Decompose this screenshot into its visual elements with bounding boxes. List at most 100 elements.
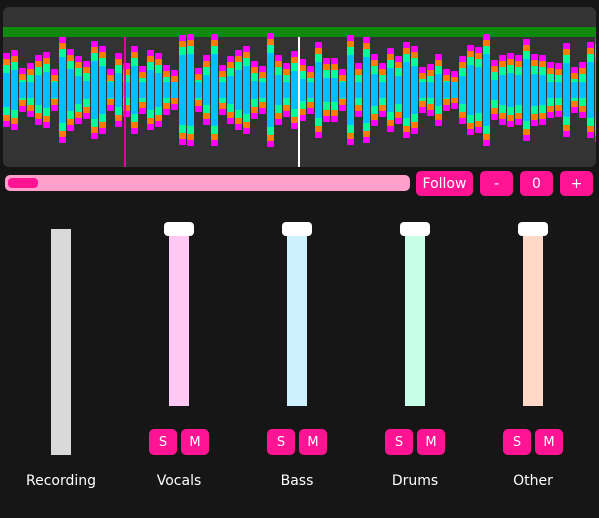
waveform-bar [139, 82, 146, 98]
vocals-fader-thumb[interactable] [164, 222, 194, 236]
other-solo-button[interactable]: S [503, 429, 531, 455]
offset-plus-button[interactable]: + [560, 171, 593, 196]
bass-fader-track[interactable] [287, 236, 307, 406]
waveform-bar [275, 75, 282, 105]
follow-button[interactable]: Follow [416, 171, 473, 196]
playhead[interactable] [298, 37, 300, 167]
waveform-bar [475, 67, 482, 113]
waveform-bar [195, 82, 202, 98]
waveform-bar [595, 58, 596, 122]
waveform-bar [227, 76, 234, 104]
vocals-solo-button[interactable]: S [149, 429, 177, 455]
waveform-bar [35, 75, 42, 105]
other-mute-button[interactable]: M [535, 429, 563, 455]
other-fader-thumb[interactable] [518, 222, 548, 236]
waveform-bar [307, 82, 314, 98]
waveform-bar [323, 78, 330, 102]
waveform-bar [379, 82, 386, 98]
other-fader-track[interactable] [523, 236, 543, 406]
recording-label: Recording [25, 473, 97, 489]
drums-label: Drums [391, 473, 439, 489]
waveform-bar [339, 82, 346, 98]
waveform-bar [211, 54, 218, 126]
waveform-bar [19, 82, 26, 98]
vocals-fader-track[interactable] [169, 236, 189, 406]
waveform-bar [523, 59, 530, 121]
drums-fader-thumb[interactable] [400, 222, 430, 236]
waveform-bar [547, 82, 554, 98]
loop-marker[interactable] [124, 37, 126, 167]
waveform-bar [219, 82, 226, 98]
waveform-bar [371, 74, 378, 106]
waveform-bar [83, 81, 90, 99]
waveform-bar [59, 57, 66, 123]
waveform-bar [115, 73, 122, 107]
waveform-bar [587, 62, 594, 118]
waveform-bar [3, 73, 10, 107]
waveform-bar [459, 76, 466, 104]
offset-value: 0 [520, 171, 553, 196]
waveform-bar [99, 66, 106, 114]
waveform-bar [571, 82, 578, 98]
waveform-bar [403, 62, 410, 118]
waveform-bar [443, 82, 450, 98]
waveform-bar [179, 55, 186, 125]
progress-slider[interactable] [5, 175, 410, 191]
offset-minus-button[interactable]: - [480, 171, 513, 196]
bass-label: Bass [280, 473, 314, 489]
waveform-bar [235, 70, 242, 110]
waveform-bar [363, 57, 370, 123]
other-label: Other [513, 473, 553, 489]
progress-thumb[interactable] [8, 178, 38, 188]
drums-solo-button[interactable]: S [385, 429, 413, 455]
waveform-bar [267, 53, 274, 127]
waveform-bar [75, 76, 82, 104]
waveform-bar [123, 82, 130, 98]
waveform-bar [395, 76, 402, 104]
waveform-overview-bar [3, 27, 596, 37]
waveform-bar [531, 74, 538, 106]
waveform-bar [259, 82, 266, 98]
waveform-bar [355, 82, 362, 98]
waveform-display[interactable] [3, 7, 596, 167]
waveform-bar [563, 63, 570, 117]
drums-mute-button[interactable]: M [417, 429, 445, 455]
waveform-bar [491, 80, 498, 100]
waveform-bar [51, 82, 58, 98]
waveform-bars [3, 7, 596, 167]
vocals-mute-button[interactable]: M [181, 429, 209, 455]
waveform-bar [171, 82, 178, 98]
waveform-bar [27, 82, 34, 98]
bass-fader-thumb[interactable] [282, 222, 312, 236]
waveform-bar [299, 79, 306, 101]
waveform-bar [315, 62, 322, 118]
waveform-bar [555, 82, 562, 98]
waveform-bar [91, 61, 98, 119]
waveform-bar [507, 73, 514, 107]
bass-solo-button[interactable]: S [267, 429, 295, 455]
waveform-bar [291, 71, 298, 109]
vocals-label: Vocals [156, 473, 202, 489]
waveform-bar [419, 82, 426, 98]
bass-mute-button[interactable]: M [299, 429, 327, 455]
waveform-bar [67, 69, 74, 111]
waveform-bar [163, 82, 170, 98]
waveform-bar [331, 78, 338, 102]
waveform-bar [11, 70, 18, 110]
waveform-bar [251, 81, 258, 99]
waveform-bar [387, 68, 394, 112]
waveform-bar [243, 66, 250, 114]
waveform-bar [187, 54, 194, 126]
waveform-bar [579, 82, 586, 98]
waveform-bar [107, 82, 114, 98]
waveform-bar [347, 55, 354, 125]
waveform-bar [43, 72, 50, 108]
waveform-bar [451, 82, 458, 98]
waveform-bar [467, 65, 474, 115]
waveform-bar [435, 74, 442, 106]
waveform-bar [155, 73, 162, 107]
waveform-bar [539, 75, 546, 105]
waveform-bar [515, 75, 522, 105]
drums-fader-track[interactable] [405, 236, 425, 406]
waveform-bar [411, 66, 418, 114]
